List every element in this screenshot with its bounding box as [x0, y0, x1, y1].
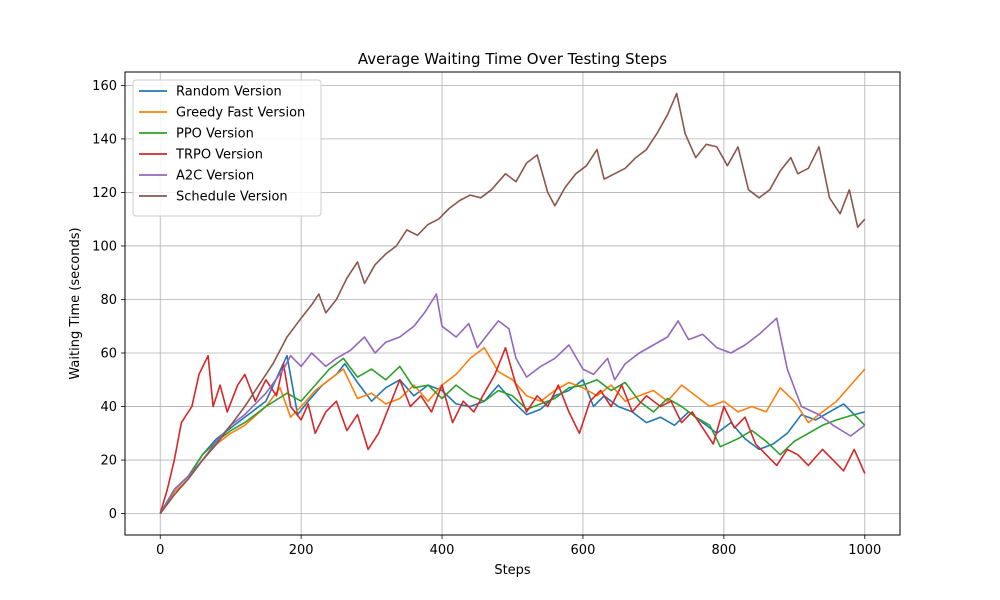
y-tick-label: 80: [100, 293, 117, 308]
legend: Random Version Greedy Fast Version PPO Ver…: [132, 79, 322, 217]
axis-ticks: 0 200 400 600 800 1000 0 20 40 60 80 100 120 140 160: [92, 79, 881, 558]
x-tick-label: 1000: [848, 543, 881, 558]
x-axis-label: Steps: [494, 563, 531, 578]
y-tick-label: 0: [109, 507, 117, 522]
y-tick-label: 120: [92, 186, 117, 201]
y-axis-label: Waiting Time (seconds): [68, 227, 83, 379]
legend-box: [132, 79, 322, 217]
series-lines: [159, 92, 866, 515]
chart-title: Average Waiting Time Over Testing Steps: [358, 50, 667, 68]
x-tick-label: 200: [289, 543, 314, 558]
series-line-a2c-version: [159, 293, 866, 515]
x-tick-label: 800: [711, 543, 736, 558]
grid: [125, 72, 900, 535]
y-tick-label: 20: [100, 454, 117, 469]
legend-label: TRPO Version: [175, 148, 263, 163]
x-tick-label: 600: [571, 543, 596, 558]
legend-label: PPO Version: [176, 127, 254, 142]
y-tick-label: 140: [92, 132, 117, 147]
legend-label: Schedule Version: [176, 190, 288, 205]
y-tick-label: 100: [92, 239, 117, 254]
series-line-schedule-version: [159, 92, 866, 515]
y-tick-label: 60: [100, 347, 117, 362]
y-tick-label: 160: [92, 79, 117, 94]
series-line-greedy-fast-version: [159, 346, 866, 515]
x-tick-label: 0: [156, 543, 164, 558]
series-line-random-version: [159, 354, 865, 515]
legend-label: A2C Version: [176, 169, 254, 184]
legend-label: Greedy Fast Version: [176, 106, 305, 121]
series-line-trpo-version: [159, 346, 866, 514]
legend-label: Random Version: [176, 85, 282, 100]
y-tick-label: 40: [100, 400, 117, 415]
plot-frame: [124, 71, 901, 536]
x-tick-label: 400: [430, 543, 455, 558]
